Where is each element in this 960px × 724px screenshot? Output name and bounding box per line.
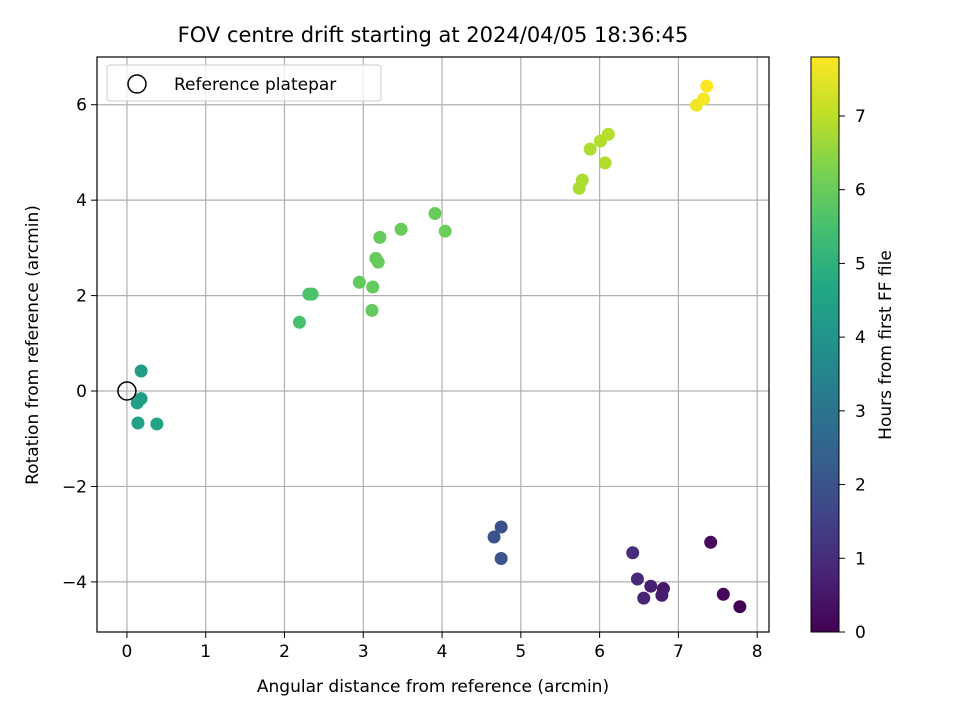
data-point bbox=[305, 287, 319, 301]
colorbar-tick-label: 2 bbox=[855, 476, 866, 496]
colorbar-ticks: 0 1 2 3 4 5 6 7 bbox=[839, 107, 866, 643]
data-point bbox=[494, 552, 508, 566]
data-point bbox=[150, 417, 164, 431]
x-tick-label: 1 bbox=[200, 642, 211, 662]
y-axis-ticks: −4 −2 0 2 4 6 bbox=[62, 96, 97, 593]
x-tick-label: 8 bbox=[752, 642, 763, 662]
data-point bbox=[487, 530, 501, 544]
data-point bbox=[704, 535, 718, 549]
data-point bbox=[733, 600, 747, 614]
data-point bbox=[626, 546, 640, 560]
data-point bbox=[371, 255, 385, 269]
data-point bbox=[697, 92, 711, 106]
data-point bbox=[598, 156, 612, 170]
x-tick-label: 6 bbox=[594, 642, 605, 662]
colorbar-tick-label: 6 bbox=[855, 181, 866, 201]
data-point bbox=[700, 79, 714, 93]
data-point bbox=[373, 230, 387, 244]
data-point bbox=[130, 396, 144, 410]
colorbar-tick-label: 4 bbox=[855, 328, 866, 348]
data-point bbox=[365, 303, 379, 317]
data-point bbox=[394, 222, 408, 236]
y-axis-label: Rotation from reference (arcmin) bbox=[23, 205, 43, 485]
data-point bbox=[366, 280, 380, 294]
colorbar-tick-label: 1 bbox=[855, 549, 866, 569]
data-point bbox=[134, 364, 148, 378]
x-tick-label: 0 bbox=[122, 642, 133, 662]
y-tick-label: 2 bbox=[76, 287, 87, 307]
grid bbox=[97, 57, 769, 632]
data-point bbox=[494, 520, 508, 534]
data-points bbox=[130, 79, 747, 614]
y-tick-label: −2 bbox=[62, 477, 87, 497]
reference-marker bbox=[117, 381, 137, 401]
y-tick-label: 6 bbox=[76, 96, 87, 116]
data-point bbox=[655, 588, 669, 602]
legend-box bbox=[106, 64, 382, 102]
colorbar-label: Hours from first FF file bbox=[876, 250, 896, 440]
data-point bbox=[583, 142, 597, 156]
colorbar bbox=[810, 56, 840, 633]
data-point bbox=[630, 572, 644, 586]
x-tick-label: 2 bbox=[279, 642, 290, 662]
colorbar-tick-label: 5 bbox=[855, 254, 866, 274]
data-point bbox=[292, 315, 306, 329]
data-point bbox=[438, 224, 452, 238]
x-axis-label: Angular distance from reference (arcmin) bbox=[257, 677, 609, 697]
y-tick-label: 4 bbox=[76, 191, 87, 211]
data-point bbox=[575, 173, 589, 187]
y-tick-label: −4 bbox=[62, 573, 87, 593]
x-tick-label: 5 bbox=[515, 642, 526, 662]
data-point bbox=[644, 579, 658, 593]
x-tick-label: 4 bbox=[437, 642, 448, 662]
colorbar-tick-label: 3 bbox=[855, 402, 866, 422]
data-point bbox=[716, 587, 730, 601]
plot-frame bbox=[96, 56, 770, 633]
y-tick-label: 0 bbox=[76, 382, 87, 402]
data-point bbox=[428, 207, 442, 221]
data-point bbox=[352, 275, 366, 289]
legend-marker bbox=[127, 74, 147, 94]
data-point bbox=[131, 416, 145, 430]
x-tick-label: 3 bbox=[358, 642, 369, 662]
x-axis-ticks: 0 1 2 3 4 5 6 7 8 bbox=[122, 632, 763, 662]
data-point bbox=[637, 591, 651, 605]
legend-label: Reference platepar bbox=[174, 75, 336, 95]
data-point bbox=[601, 127, 615, 141]
colorbar-tick-label: 0 bbox=[855, 623, 866, 643]
x-tick-label: 7 bbox=[673, 642, 684, 662]
legend: Reference platepar bbox=[106, 64, 382, 102]
colorbar-tick-label: 7 bbox=[855, 107, 866, 127]
chart-title: FOV centre drift starting at 2024/04/05 … bbox=[178, 23, 689, 47]
